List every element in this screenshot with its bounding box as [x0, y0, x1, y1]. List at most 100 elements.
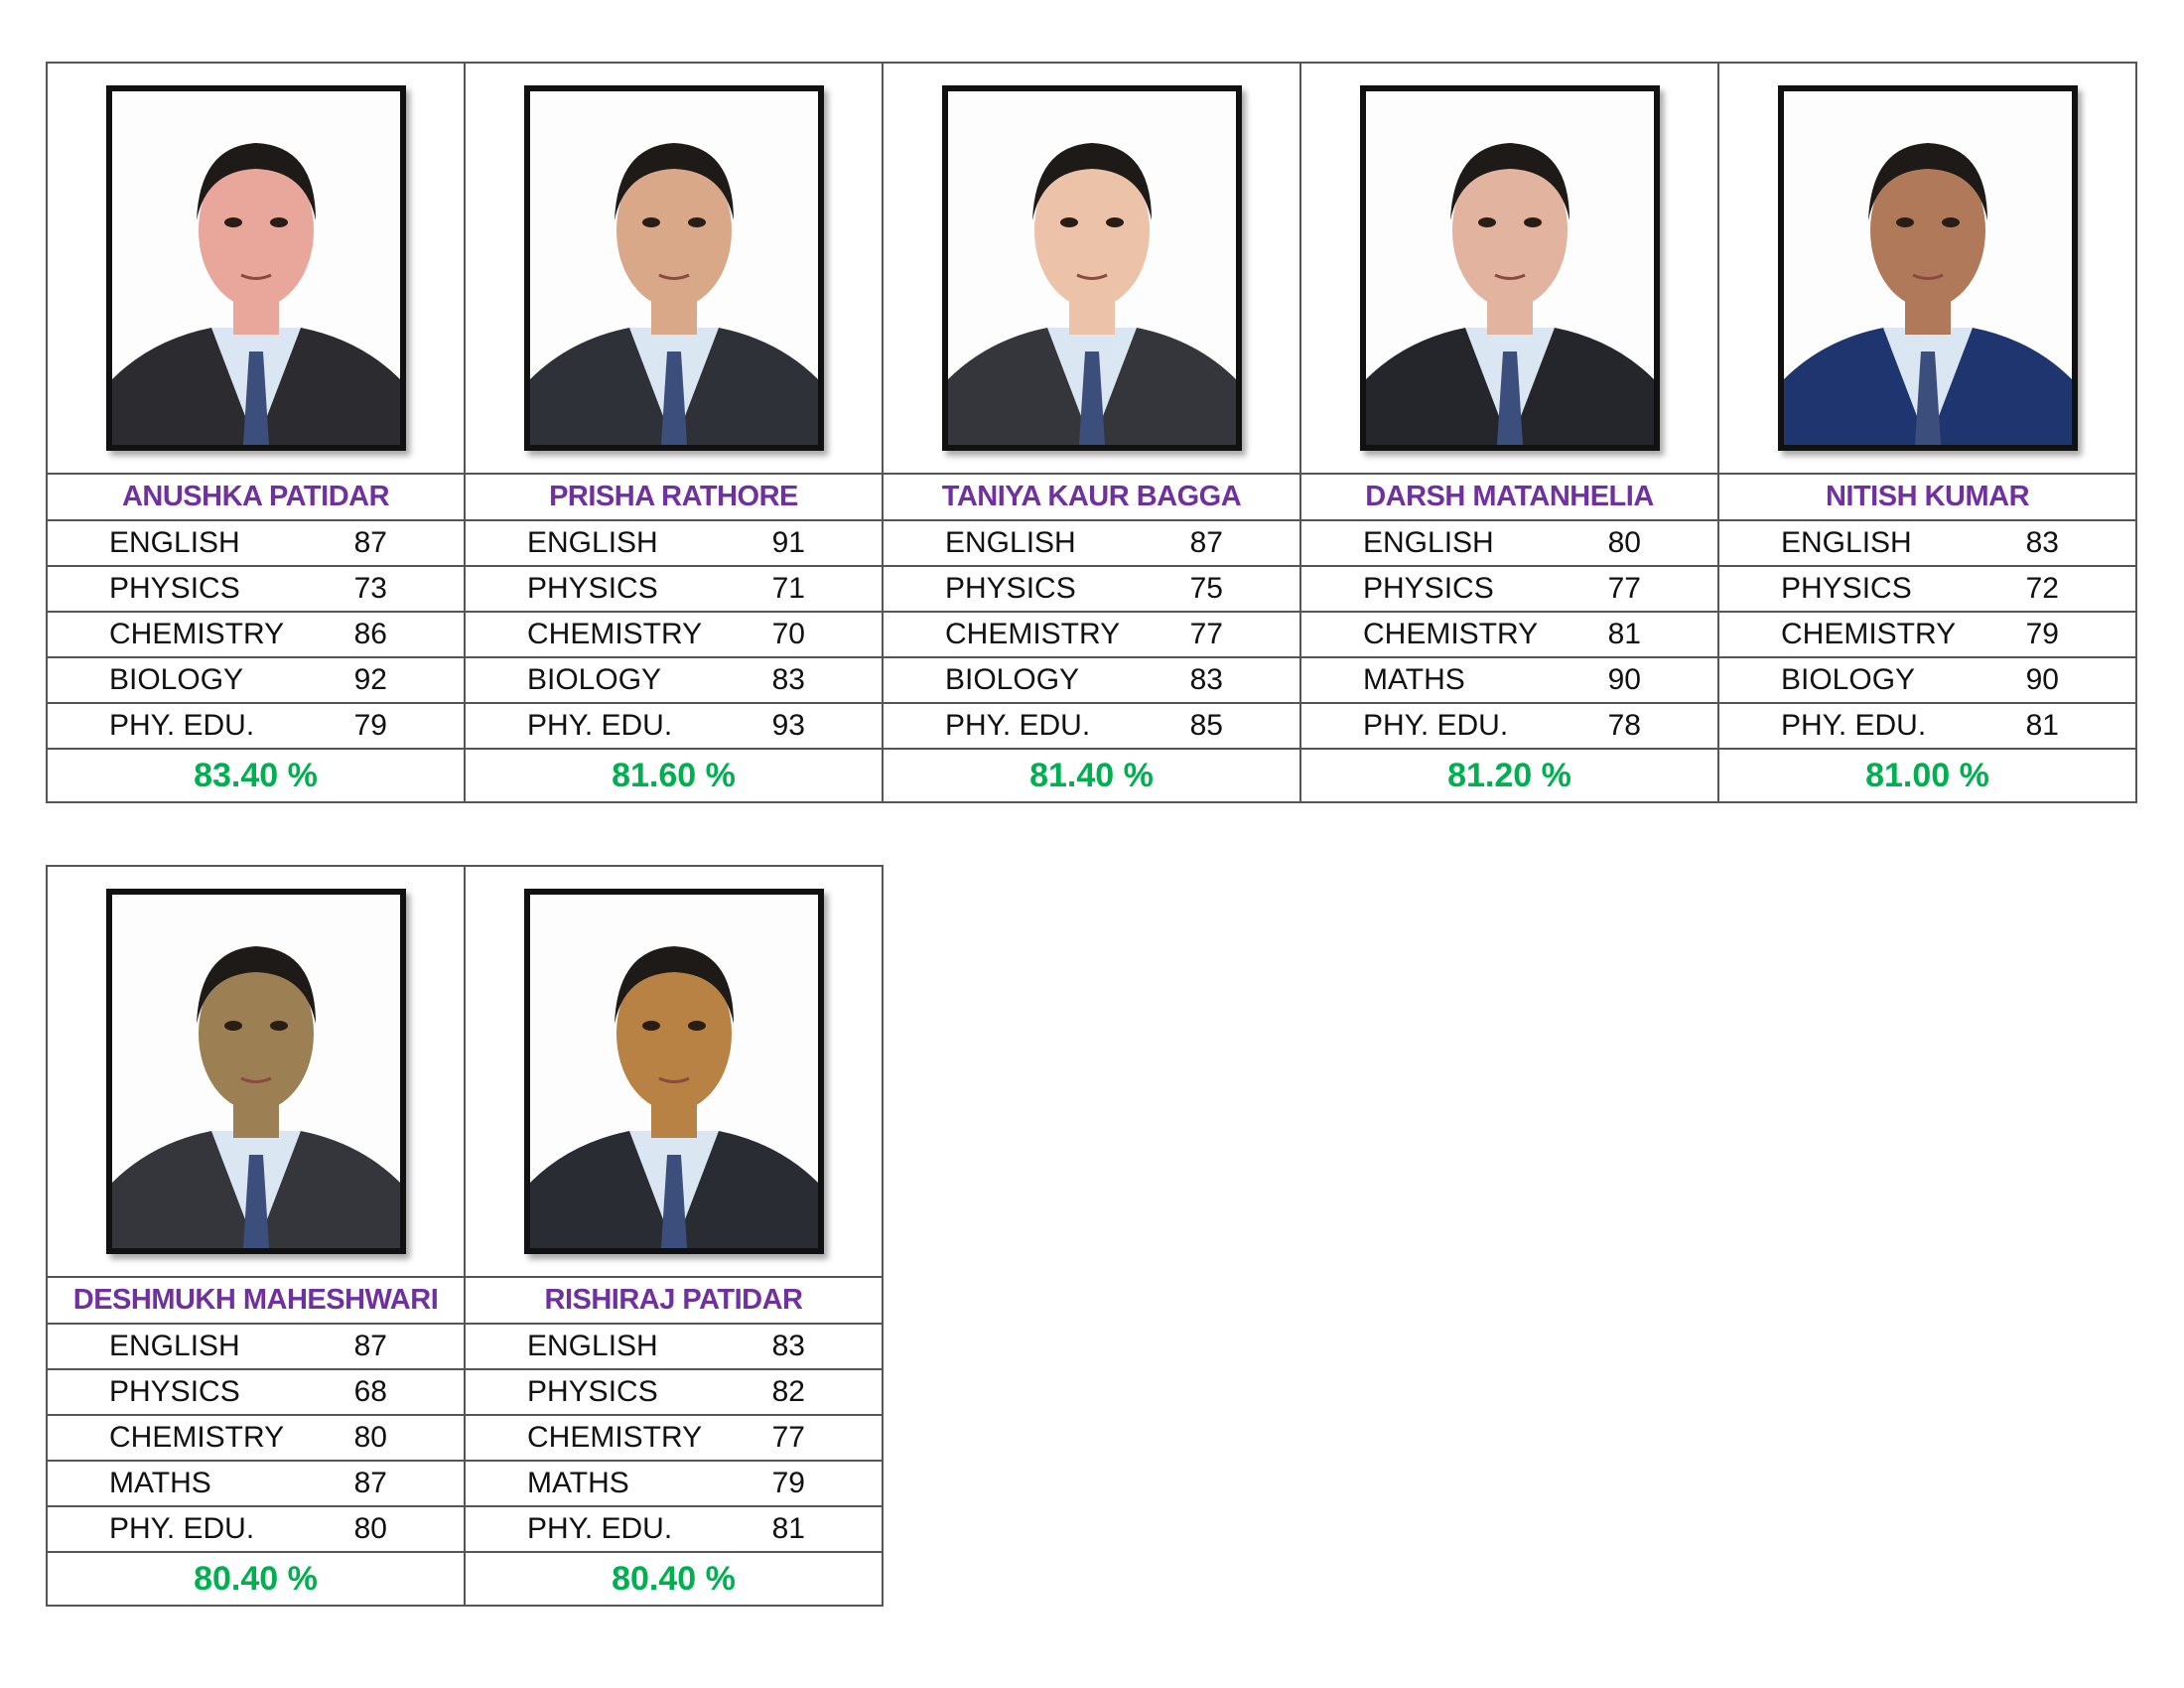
subject-row: CHEMISTRY 81 [1301, 613, 1717, 658]
subject-score: 73 [353, 572, 387, 605]
subject-score: 80 [1607, 526, 1641, 559]
subject-label: MATHS [1363, 663, 1465, 696]
student-card: ANUSHKA PATIDAR ENGLISH 87 PHYSICS 73 CHEMIST… [48, 64, 466, 801]
photo-frame [523, 85, 824, 451]
subject-row: PHY. EDU. 78 [1301, 704, 1717, 750]
subject-row: BIOLOGY 83 [466, 658, 882, 704]
subject-score: 90 [1607, 663, 1641, 696]
subject-label: CHEMISTRY [109, 618, 285, 650]
subject-label: BIOLOGY [945, 663, 1080, 696]
subject-label: PHYSICS [1363, 572, 1494, 605]
subject-score: 83 [771, 1330, 805, 1362]
subject-label: CHEMISTRY [527, 1421, 703, 1454]
subject-score: 83 [1189, 663, 1223, 696]
subject-score: 72 [2025, 572, 2059, 605]
subject-row: BIOLOGY 83 [884, 658, 1299, 704]
subject-label: PHY. EDU. [1363, 709, 1509, 742]
subject-label: CHEMISTRY [527, 618, 703, 650]
subject-score: 83 [2025, 526, 2059, 559]
subject-label: ENGLISH [527, 526, 658, 559]
student-photo [529, 91, 818, 445]
subject-label: ENGLISH [527, 1330, 658, 1362]
subject-row: BIOLOGY 90 [1719, 658, 2135, 704]
subject-row: PHYSICS 71 [466, 567, 882, 613]
photo-frame [941, 85, 1242, 451]
photo-cell [466, 64, 882, 475]
subject-score: 87 [1189, 526, 1223, 559]
subject-score: 75 [1189, 572, 1223, 605]
photo-frame [523, 889, 824, 1254]
percentage: 80.40 % [612, 1560, 736, 1598]
subject-score: 77 [771, 1421, 805, 1454]
student-name: TANIYA KAUR BAGGA [884, 475, 1299, 521]
photo-frame [1777, 85, 2078, 451]
subject-label: ENGLISH [109, 526, 240, 559]
subject-label: BIOLOGY [1781, 663, 1916, 696]
subject-label: MATHS [109, 1467, 211, 1499]
subject-row: PHYSICS 77 [1301, 567, 1717, 613]
percentage: 81.00 % [1865, 757, 1989, 794]
subject-row: PHY. EDU. 93 [466, 704, 882, 750]
subject-row: PHYSICS 82 [466, 1370, 882, 1416]
subject-score: 93 [771, 709, 805, 742]
subject-score: 80 [353, 1512, 387, 1545]
student-photo [111, 91, 400, 445]
student-card: TANIYA KAUR BAGGA ENGLISH 87 PHYSICS 75 CHEMI… [884, 64, 1301, 801]
student-photo [947, 91, 1236, 445]
photo-frame [1359, 85, 1660, 451]
subject-row: PHY. EDU. 79 [48, 704, 464, 750]
subject-row: PHYSICS 73 [48, 567, 464, 613]
subject-row: CHEMISTRY 80 [48, 1416, 464, 1462]
subject-row: CHEMISTRY 86 [48, 613, 464, 658]
subject-row: PHY. EDU. 81 [466, 1507, 882, 1553]
percentage: 81.60 % [612, 757, 736, 794]
subject-label: PHYSICS [945, 572, 1076, 605]
subject-row: PHY. EDU. 85 [884, 704, 1299, 750]
subject-row: PHYSICS 75 [884, 567, 1299, 613]
subject-label: PHYSICS [109, 1375, 240, 1408]
student-name: ANUSHKA PATIDAR [48, 475, 464, 521]
photo-frame [105, 889, 406, 1254]
subject-row: ENGLISH 83 [466, 1325, 882, 1370]
subject-score: 83 [771, 663, 805, 696]
student-name: DARSH MATANHELIA [1301, 475, 1717, 521]
results-table-row-2: DESHMUKH MAHESHWARI ENGLISH 87 PHYSICS 68 CHE… [46, 865, 884, 1607]
subject-label: CHEMISTRY [1363, 618, 1539, 650]
photo-cell [48, 867, 464, 1278]
subject-label: PHY. EDU. [945, 709, 1091, 742]
student-name: DESHMUKH MAHESHWARI [48, 1278, 464, 1325]
subject-row: CHEMISTRY 77 [884, 613, 1299, 658]
subject-score: 86 [353, 618, 387, 650]
subject-label: CHEMISTRY [1781, 618, 1957, 650]
subject-label: PHY. EDU. [527, 709, 673, 742]
subject-label: PHY. EDU. [109, 1512, 255, 1545]
subject-score: 77 [1189, 618, 1223, 650]
subject-label: PHYSICS [527, 572, 658, 605]
subject-row: MATHS 79 [466, 1462, 882, 1507]
subject-row: BIOLOGY 92 [48, 658, 464, 704]
subject-label: BIOLOGY [527, 663, 662, 696]
subject-label: ENGLISH [945, 526, 1076, 559]
subject-row: CHEMISTRY 77 [466, 1416, 882, 1462]
subject-score: 81 [771, 1512, 805, 1545]
subject-row: MATHS 90 [1301, 658, 1717, 704]
subject-row: MATHS 87 [48, 1462, 464, 1507]
percentage: 81.20 % [1447, 757, 1571, 794]
subject-score: 71 [771, 572, 805, 605]
student-photo [1783, 91, 2072, 445]
student-card: DESHMUKH MAHESHWARI ENGLISH 87 PHYSICS 68 CHE… [48, 867, 466, 1605]
subject-label: ENGLISH [109, 1330, 240, 1362]
student-name: RISHIRAJ PATIDAR [466, 1278, 882, 1325]
percentage: 83.40 % [194, 757, 318, 794]
student-card: PRISHA RATHORE ENGLISH 91 PHYSICS 71 CHEMISTR… [466, 64, 884, 801]
subject-score: 91 [771, 526, 805, 559]
subject-score: 68 [353, 1375, 387, 1408]
subject-label: PHYSICS [527, 1375, 658, 1408]
subject-row: CHEMISTRY 70 [466, 613, 882, 658]
subject-score: 87 [353, 526, 387, 559]
photo-cell [884, 64, 1299, 475]
percentage: 80.40 % [194, 1560, 318, 1598]
subject-row: ENGLISH 87 [48, 521, 464, 567]
subject-score: 79 [2025, 618, 2059, 650]
photo-cell [1301, 64, 1717, 475]
